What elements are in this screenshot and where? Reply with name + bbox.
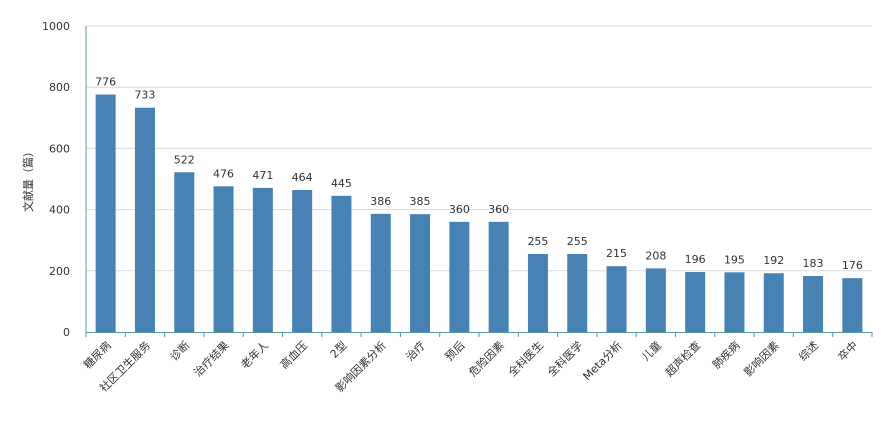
data-label: 176 (842, 259, 863, 272)
x-tick-label: 肺疾病 (709, 338, 742, 371)
x-tick-label: 卒中 (835, 338, 860, 363)
bar (488, 221, 509, 332)
x-tick-label: 超声检查 (662, 338, 703, 379)
data-label: 360 (488, 203, 509, 216)
x-tick-label: 危险因素 (466, 338, 507, 379)
data-label: 385 (410, 195, 431, 208)
y-tick-label: 600 (49, 142, 70, 155)
bar (213, 186, 234, 332)
bar (724, 272, 745, 332)
data-label: 464 (292, 171, 313, 184)
data-label: 195 (724, 253, 745, 266)
y-tick-label: 800 (49, 81, 70, 94)
y-tick-label: 0 (63, 326, 70, 339)
data-label: 208 (645, 249, 666, 262)
bar (370, 213, 391, 332)
axes (85, 26, 873, 337)
y-tick-label: 1000 (42, 20, 70, 33)
bar (331, 195, 352, 332)
bar (134, 107, 155, 333)
y-tick-labels: 0 200 400 600 800 1000 (42, 20, 70, 339)
x-tick-label: 高血压 (277, 338, 310, 371)
x-tick-label: 综述 (796, 338, 821, 363)
bars (95, 94, 863, 333)
y-tick-label: 400 (49, 204, 70, 217)
data-label: 215 (606, 247, 627, 260)
bar (842, 278, 863, 332)
bar (95, 94, 116, 332)
data-label: 196 (685, 253, 706, 266)
x-tick-label: Meta分析 (580, 338, 625, 383)
x-tick-label: 治疗结果 (191, 338, 232, 379)
bar (606, 266, 627, 332)
data-label: 386 (370, 195, 391, 208)
bar (410, 214, 431, 332)
data-label: 255 (567, 235, 588, 248)
data-label: 192 (763, 254, 784, 267)
grid-lines (86, 25, 872, 272)
bar (252, 187, 273, 332)
bar (527, 253, 548, 332)
x-tick-label: 糖尿病 (81, 338, 114, 371)
data-label: 476 (213, 167, 234, 180)
x-tick-label: 预后 (443, 339, 468, 364)
bar (567, 253, 588, 332)
bar (292, 190, 313, 332)
bar (763, 273, 784, 332)
data-label: 733 (134, 89, 155, 102)
y-tick-label: 200 (49, 265, 70, 278)
data-labels: 776 733 522 476 471 464 445 386 385 360 360 255 255 2… (95, 76, 863, 273)
x-tick-label: 诊断 (167, 338, 192, 363)
x-tick-label: 老年人 (238, 338, 271, 371)
x-tick-label: 2型 (327, 338, 350, 361)
data-label: 183 (803, 257, 824, 270)
data-label: 522 (174, 153, 195, 166)
data-label: 255 (527, 235, 548, 248)
bar (645, 268, 666, 332)
data-label: 360 (449, 203, 470, 216)
y-axis-title: 文献量（篇） (21, 146, 35, 212)
data-label: 776 (95, 76, 116, 89)
bar (174, 172, 195, 332)
data-label: 445 (331, 177, 352, 190)
data-label: 471 (252, 169, 273, 182)
x-tick-label: 全科医学 (544, 338, 585, 379)
x-tick-label: 治疗 (403, 338, 428, 363)
x-tick-label: 影响因素 (742, 339, 782, 379)
bar (449, 221, 470, 332)
bar (803, 276, 824, 332)
x-tick-label: 全科医生 (505, 338, 546, 379)
bar (685, 272, 706, 332)
x-tick-label: 儿童 (639, 338, 664, 363)
